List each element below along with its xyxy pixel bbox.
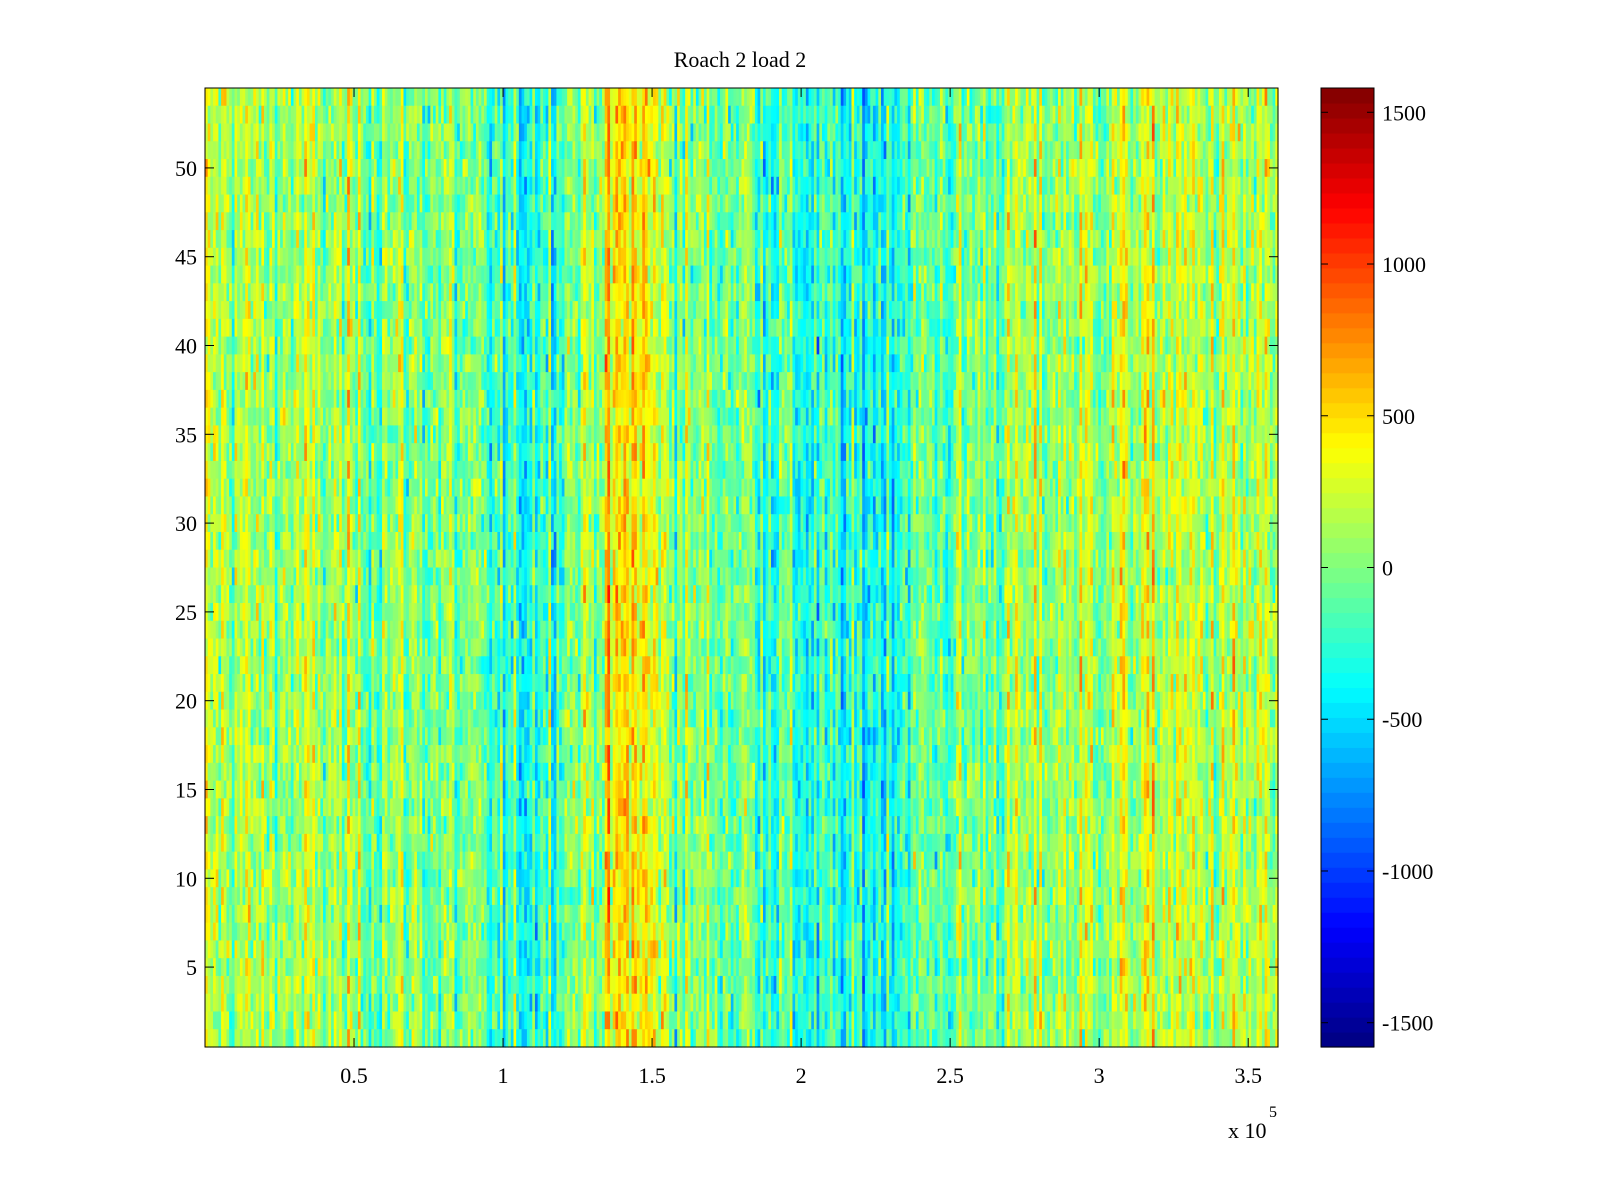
chart-title: Roach 2 load 2 xyxy=(674,47,807,72)
heatmap-cells xyxy=(205,88,1279,1048)
